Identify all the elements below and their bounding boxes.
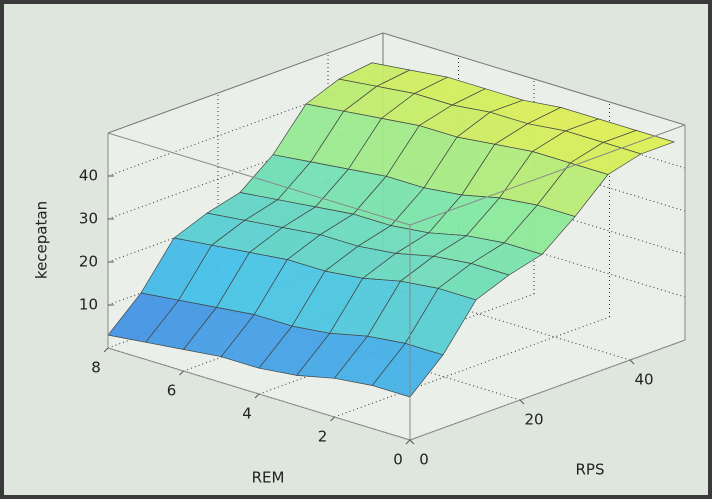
- z-tick-label: 40: [79, 167, 98, 185]
- z-axis-label: kecepatan: [33, 201, 51, 279]
- y-tick-label: 40: [634, 371, 653, 389]
- z-tick-label: 10: [79, 296, 98, 314]
- z-tick-label: 30: [79, 210, 98, 228]
- x-tick-label: 0: [393, 451, 403, 469]
- x-tick-label: 2: [318, 428, 328, 446]
- y-axis-label: RPS: [576, 461, 605, 479]
- x-tick-label: 8: [91, 359, 101, 377]
- x-tick-label: 6: [167, 382, 177, 400]
- z-tick-label: 20: [79, 253, 98, 271]
- x-axis-label: REM: [252, 469, 285, 487]
- chart: 10 20 30 40 0 2 4 6 8 0 20 40 kecepatan REM RPS: [0, 0, 712, 499]
- x-tick-label: 4: [242, 405, 252, 423]
- y-tick-label: 0: [419, 451, 429, 469]
- y-tick-label: 20: [524, 411, 543, 429]
